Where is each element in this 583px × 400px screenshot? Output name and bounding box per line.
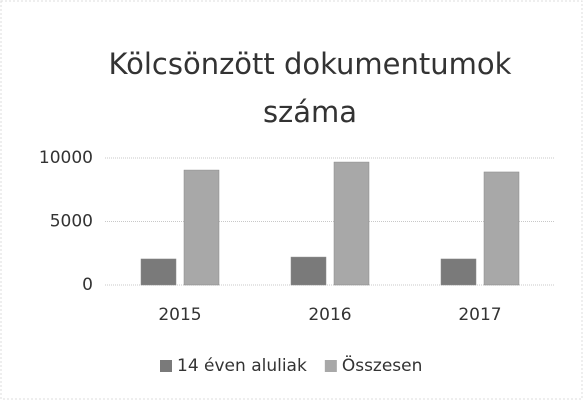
y-tick-label: 0 — [82, 275, 93, 295]
bar — [140, 258, 177, 286]
legend-swatch — [324, 360, 337, 372]
chart-title: Kölcsönzött dokumentumok száma — [108, 47, 512, 129]
x-tick-label: 2015 — [158, 305, 201, 325]
bar — [483, 171, 520, 286]
legend-swatch — [160, 360, 172, 372]
bar — [333, 161, 370, 286]
x-tick-label: 2016 — [308, 305, 351, 325]
legend-label: 14 éven aluliak — [177, 356, 307, 376]
bar — [290, 256, 327, 286]
x-tick-label: 2017 — [458, 305, 501, 325]
bar — [440, 258, 477, 286]
y-tick-label: 10000 — [39, 148, 93, 168]
y-tick-label: 5000 — [50, 212, 93, 232]
legend-label: Összesen — [342, 354, 423, 376]
bar — [183, 169, 220, 286]
